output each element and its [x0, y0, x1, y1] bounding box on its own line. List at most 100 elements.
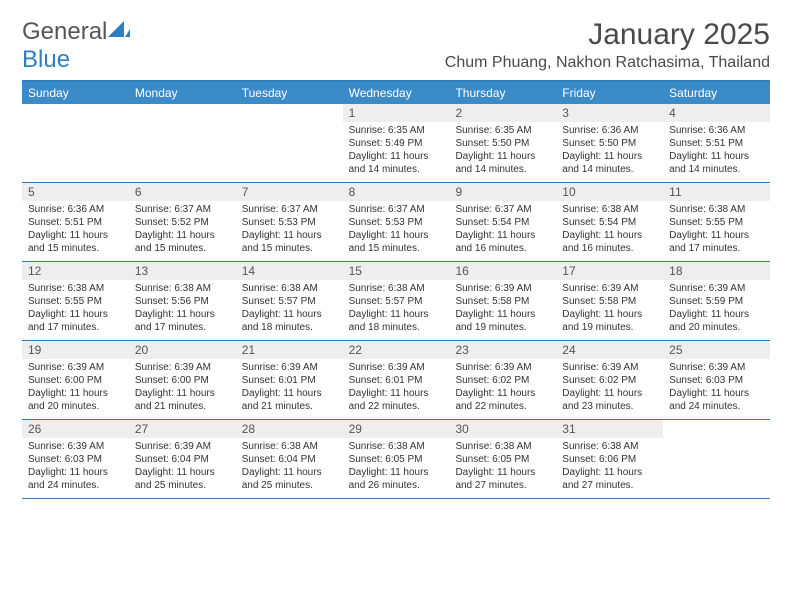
sunrise-line: Sunrise: 6:38 AM: [242, 282, 337, 295]
day-cell: 23Sunrise: 6:39 AMSunset: 6:02 PMDayligh…: [449, 341, 556, 419]
day-cell: 17Sunrise: 6:39 AMSunset: 5:58 PMDayligh…: [556, 262, 663, 340]
day-header-cell: Sunday: [22, 82, 129, 104]
sunrise-line: Sunrise: 6:39 AM: [562, 361, 657, 374]
day-number: 8: [343, 183, 450, 201]
sunset-line: Sunset: 5:57 PM: [349, 295, 444, 308]
sunrise-line: Sunrise: 6:37 AM: [242, 203, 337, 216]
day-body: Sunrise: 6:38 AMSunset: 6:04 PMDaylight:…: [236, 438, 343, 496]
sunrise-line: Sunrise: 6:35 AM: [349, 124, 444, 137]
day-cell: 27Sunrise: 6:39 AMSunset: 6:04 PMDayligh…: [129, 420, 236, 498]
day-cell: 28Sunrise: 6:38 AMSunset: 6:04 PMDayligh…: [236, 420, 343, 498]
day-body: Sunrise: 6:37 AMSunset: 5:52 PMDaylight:…: [129, 201, 236, 259]
sunrise-line: Sunrise: 6:39 AM: [455, 282, 550, 295]
day-cell: 8Sunrise: 6:37 AMSunset: 5:53 PMDaylight…: [343, 183, 450, 261]
daylight-line: Daylight: 11 hours and 24 minutes.: [28, 466, 123, 492]
week-row: 1Sunrise: 6:35 AMSunset: 5:49 PMDaylight…: [22, 104, 770, 183]
day-number: [663, 420, 770, 438]
logo-general: General: [22, 18, 107, 45]
day-body: Sunrise: 6:39 AMSunset: 6:02 PMDaylight:…: [449, 359, 556, 417]
sunset-line: Sunset: 6:04 PM: [242, 453, 337, 466]
day-header-row: SundayMondayTuesdayWednesdayThursdayFrid…: [22, 82, 770, 104]
day-cell: 10Sunrise: 6:38 AMSunset: 5:54 PMDayligh…: [556, 183, 663, 261]
sunrise-line: Sunrise: 6:35 AM: [455, 124, 550, 137]
sunrise-line: Sunrise: 6:38 AM: [242, 440, 337, 453]
day-cell: 25Sunrise: 6:39 AMSunset: 6:03 PMDayligh…: [663, 341, 770, 419]
day-body: Sunrise: 6:35 AMSunset: 5:50 PMDaylight:…: [449, 122, 556, 180]
sunrise-line: Sunrise: 6:39 AM: [562, 282, 657, 295]
day-number: 26: [22, 420, 129, 438]
day-body: Sunrise: 6:38 AMSunset: 6:06 PMDaylight:…: [556, 438, 663, 496]
sunrise-line: Sunrise: 6:39 AM: [455, 361, 550, 374]
day-body: Sunrise: 6:38 AMSunset: 5:56 PMDaylight:…: [129, 280, 236, 338]
day-body: Sunrise: 6:38 AMSunset: 5:57 PMDaylight:…: [343, 280, 450, 338]
daylight-line: Daylight: 11 hours and 15 minutes.: [28, 229, 123, 255]
sunset-line: Sunset: 6:03 PM: [28, 453, 123, 466]
day-body: Sunrise: 6:37 AMSunset: 5:53 PMDaylight:…: [343, 201, 450, 259]
day-number: 24: [556, 341, 663, 359]
day-header-cell: Wednesday: [343, 82, 450, 104]
sunset-line: Sunset: 6:05 PM: [455, 453, 550, 466]
sunset-line: Sunset: 5:58 PM: [455, 295, 550, 308]
sunset-line: Sunset: 5:57 PM: [242, 295, 337, 308]
day-number: 4: [663, 104, 770, 122]
sunrise-line: Sunrise: 6:37 AM: [455, 203, 550, 216]
daylight-line: Daylight: 11 hours and 16 minutes.: [455, 229, 550, 255]
daylight-line: Daylight: 11 hours and 20 minutes.: [28, 387, 123, 413]
sunrise-line: Sunrise: 6:38 AM: [349, 440, 444, 453]
sunset-line: Sunset: 5:55 PM: [28, 295, 123, 308]
day-cell: 4Sunrise: 6:36 AMSunset: 5:51 PMDaylight…: [663, 104, 770, 182]
day-header-cell: Tuesday: [236, 82, 343, 104]
daylight-line: Daylight: 11 hours and 19 minutes.: [455, 308, 550, 334]
daylight-line: Daylight: 11 hours and 25 minutes.: [242, 466, 337, 492]
day-body: Sunrise: 6:39 AMSunset: 6:03 PMDaylight:…: [663, 359, 770, 417]
day-body: Sunrise: 6:39 AMSunset: 6:03 PMDaylight:…: [22, 438, 129, 496]
day-number: 30: [449, 420, 556, 438]
day-body: Sunrise: 6:38 AMSunset: 5:55 PMDaylight:…: [22, 280, 129, 338]
sunset-line: Sunset: 5:59 PM: [669, 295, 764, 308]
day-cell: 1Sunrise: 6:35 AMSunset: 5:49 PMDaylight…: [343, 104, 450, 182]
sunset-line: Sunset: 6:06 PM: [562, 453, 657, 466]
day-number: 20: [129, 341, 236, 359]
day-header-cell: Thursday: [449, 82, 556, 104]
day-cell: 5Sunrise: 6:36 AMSunset: 5:51 PMDaylight…: [22, 183, 129, 261]
daylight-line: Daylight: 11 hours and 14 minutes.: [669, 150, 764, 176]
day-number: 19: [22, 341, 129, 359]
daylight-line: Daylight: 11 hours and 16 minutes.: [562, 229, 657, 255]
day-cell: [663, 420, 770, 498]
sunset-line: Sunset: 6:01 PM: [349, 374, 444, 387]
day-cell: 18Sunrise: 6:39 AMSunset: 5:59 PMDayligh…: [663, 262, 770, 340]
sunrise-line: Sunrise: 6:39 AM: [28, 361, 123, 374]
day-body: Sunrise: 6:39 AMSunset: 5:59 PMDaylight:…: [663, 280, 770, 338]
sunrise-line: Sunrise: 6:38 AM: [669, 203, 764, 216]
location: Chum Phuang, Nakhon Ratchasima, Thailand: [445, 54, 770, 72]
daylight-line: Daylight: 11 hours and 17 minutes.: [669, 229, 764, 255]
day-header-cell: Monday: [129, 82, 236, 104]
day-body: Sunrise: 6:38 AMSunset: 5:54 PMDaylight:…: [556, 201, 663, 259]
day-cell: 19Sunrise: 6:39 AMSunset: 6:00 PMDayligh…: [22, 341, 129, 419]
sunset-line: Sunset: 5:50 PM: [562, 137, 657, 150]
day-body: Sunrise: 6:39 AMSunset: 6:00 PMDaylight:…: [22, 359, 129, 417]
sunset-line: Sunset: 5:54 PM: [455, 216, 550, 229]
sunset-line: Sunset: 5:51 PM: [669, 137, 764, 150]
day-cell: 24Sunrise: 6:39 AMSunset: 6:02 PMDayligh…: [556, 341, 663, 419]
day-header-cell: Saturday: [663, 82, 770, 104]
day-header-cell: Friday: [556, 82, 663, 104]
day-body: Sunrise: 6:39 AMSunset: 6:02 PMDaylight:…: [556, 359, 663, 417]
sunrise-line: Sunrise: 6:39 AM: [135, 361, 230, 374]
day-number: 2: [449, 104, 556, 122]
day-cell: 31Sunrise: 6:38 AMSunset: 6:06 PMDayligh…: [556, 420, 663, 498]
sunset-line: Sunset: 6:05 PM: [349, 453, 444, 466]
sunrise-line: Sunrise: 6:38 AM: [135, 282, 230, 295]
day-body: [663, 438, 770, 444]
sunset-line: Sunset: 6:00 PM: [28, 374, 123, 387]
day-number: 10: [556, 183, 663, 201]
daylight-line: Daylight: 11 hours and 26 minutes.: [349, 466, 444, 492]
sunrise-line: Sunrise: 6:39 AM: [349, 361, 444, 374]
day-number: 25: [663, 341, 770, 359]
logo-blue: Blue: [22, 46, 70, 73]
daylight-line: Daylight: 11 hours and 14 minutes.: [455, 150, 550, 176]
day-number: 27: [129, 420, 236, 438]
day-cell: 14Sunrise: 6:38 AMSunset: 5:57 PMDayligh…: [236, 262, 343, 340]
daylight-line: Daylight: 11 hours and 14 minutes.: [349, 150, 444, 176]
sunrise-line: Sunrise: 6:39 AM: [669, 282, 764, 295]
